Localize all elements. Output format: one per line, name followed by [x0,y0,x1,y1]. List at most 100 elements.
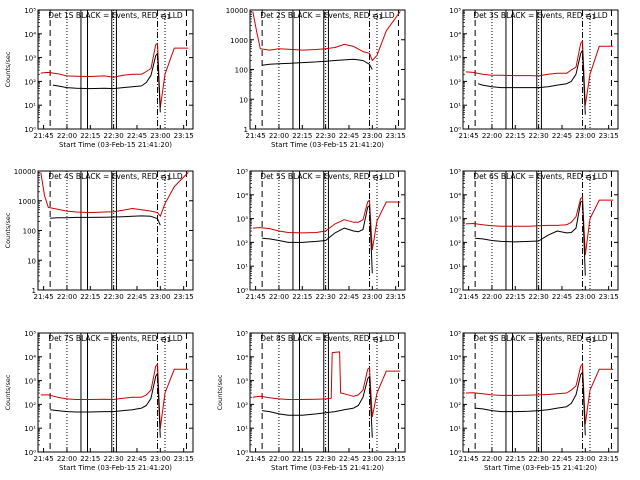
x-tick-label: 22:15 [80,293,100,301]
panel-5: Q1 10⁰ 10¹ 10² 10³ 10⁴ 10⁵ 21:45 22:00 22:15 22:30… [236,168,405,301]
x-axis-label: Start Time (03-Feb-15 21:41:20) [271,141,384,149]
panel-title: Det 5S BLACK = Events, RED = LLD [260,172,395,181]
panel-6: Q1 10⁰ 10¹ 10² 10³ 10⁴ 10⁵ 21:45 22:00 22:15 22:30… [449,168,618,301]
axes-frame [249,170,406,291]
y-tick-label: 10² [449,401,461,409]
panel-9: Q1 10⁰ 10¹ 10² 10³ 10⁴ 10⁵ 21:45 22:00 22:15 22:30… [449,330,618,472]
y-axis-label: Counts/sec [216,374,224,410]
x-axis-label: Start Time (03-Feb-15 21:41:20) [59,464,172,472]
x-tick-label: 22:15 [292,455,312,463]
y-tick-label: 100 [23,228,36,236]
y-tick-label: 10¹ [24,425,36,433]
x-tick-label: 22:30 [316,132,336,140]
series-line-events [262,375,373,438]
x-tick-label: 22:45 [127,293,147,301]
y-tick-label: 10⁰ [24,126,36,134]
marker-label: Q1 [373,13,383,21]
series-line-lld [252,351,401,418]
y-tick-label: 10¹ [449,102,461,110]
x-tick-label: 22:45 [127,455,147,463]
series-line-lld [252,11,401,61]
axes-frame [249,332,406,453]
marker-label: Q1 [373,174,383,182]
y-tick-label: 10⁵ [236,168,248,176]
x-tick-label: 22:30 [529,455,549,463]
x-tick-label: 22:00 [269,132,289,140]
x-tick-label: 21:45 [459,455,479,463]
x-tick-label: 22:00 [57,132,77,140]
x-tick-label: 22:00 [269,293,289,301]
y-tick-label: 10⁰ [449,126,461,134]
x-tick-label: 23:15 [599,455,619,463]
y-tick-label: 1 [32,287,36,295]
x-tick-label: 21:45 [34,455,54,463]
x-tick-label: 22:45 [552,132,572,140]
x-axis-label: Start Time (03-Feb-15 21:41:20) [271,464,384,472]
y-tick-label: 10³ [24,55,36,63]
marker-label: Q1 [586,336,596,344]
y-tick-label: 10⁴ [236,192,248,200]
panel-4: Q1 1 10 100 1000 10000 21:45 22:00 22:15 22:30 22:… [4,168,194,301]
y-tick-label: 10⁵ [24,330,36,338]
x-tick-label: 22:00 [482,293,502,301]
x-tick-label: 23:15 [174,455,194,463]
series-line-events [475,372,586,436]
x-tick-label: 21:45 [459,132,479,140]
marker-label: Q1 [161,13,171,21]
x-tick-label: 22:00 [482,132,502,140]
y-tick-label: 100 [235,67,248,75]
panel-7: Q1 10⁰ 10¹ 10² 10³ 10⁴ 10⁵ 21:45 22:00 22:15 22:30… [4,330,194,472]
x-axis-label: Start Time (03-Feb-15 21:41:20) [59,141,172,149]
y-tick-label: 10⁴ [236,354,248,362]
y-tick-label: 10¹ [24,102,36,110]
panel-8: Q1 10⁰ 10¹ 10² 10³ 10⁴ 10⁵ 21:45 22:00 22:15 22:30… [216,330,406,472]
x-tick-label: 22:30 [104,293,124,301]
y-tick-label: 10⁵ [24,7,36,15]
y-tick-label: 10 [239,96,248,104]
series-line-events [52,52,161,113]
axes-frame [462,332,619,453]
x-tick-label: 22:00 [269,455,289,463]
x-tick-label: 23:00 [150,293,170,301]
series-line-events [262,205,373,274]
marker-label: Q1 [161,336,171,344]
panel-title: Det 9S BLACK = Events, RED = LLD [473,334,608,343]
marker-label: Q1 [373,336,383,344]
x-tick-label: 22:45 [552,455,572,463]
y-tick-label: 10² [24,401,36,409]
panel-title: Det 8S BLACK = Events, RED = LLD [260,334,395,343]
y-tick-label: 10000 [14,168,36,176]
y-tick-label: 1000 [230,37,248,45]
x-tick-label: 23:15 [386,455,406,463]
x-tick-label: 22:45 [127,132,147,140]
x-tick-label: 23:00 [362,132,382,140]
x-tick-label: 22:30 [529,132,549,140]
y-tick-label: 10⁰ [24,449,36,457]
panel-2: Q1 1 10 100 1000 10000 21:45 22:00 22:15 22:30 22:… [226,7,406,149]
x-tick-label: 23:00 [150,132,170,140]
panel-title: Det 7S BLACK = Events, RED = LLD [48,334,183,343]
axes-frame [462,9,619,130]
x-tick-label: 23:00 [362,293,382,301]
x-tick-label: 21:45 [34,293,54,301]
x-tick-label: 23:15 [174,132,194,140]
y-tick-label: 10² [236,401,248,409]
x-tick-label: 22:30 [316,293,336,301]
panel-title: Det 3S BLACK = Events, RED = LLD [473,11,608,20]
x-tick-label: 23:15 [599,132,619,140]
y-tick-label: 10³ [449,378,461,386]
y-tick-label: 10¹ [449,425,461,433]
x-tick-label: 22:15 [292,132,312,140]
y-tick-label: 10² [449,78,461,86]
axes-frame [37,9,194,130]
y-tick-label: 10³ [449,55,461,63]
y-tick-label: 10¹ [449,263,461,271]
x-tick-label: 23:15 [386,132,406,140]
series-line-events [262,58,373,70]
y-tick-label: 10⁰ [236,449,248,457]
y-tick-label: 10⁴ [24,354,36,362]
y-tick-label: 10⁵ [449,7,461,15]
x-tick-label: 21:45 [246,132,266,140]
x-tick-label: 22:30 [316,455,336,463]
x-tick-label: 23:00 [575,455,595,463]
